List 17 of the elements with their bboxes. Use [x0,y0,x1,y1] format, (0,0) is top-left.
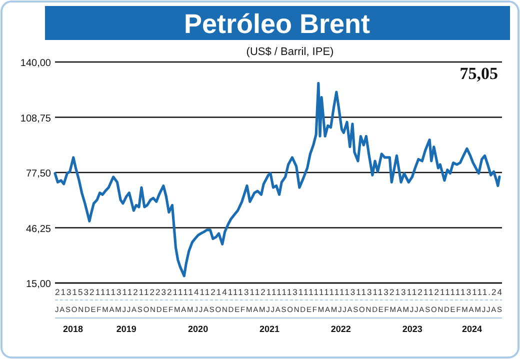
text: 2131532111131121122321111411214111311211111311111111113113113213112112111113111.24 [55,287,502,297]
x-tick-label: 2024 [462,324,482,334]
y-tick-label: 46,25 [26,224,52,235]
line-series [54,82,501,278]
y-tick-label: 140,00 [20,58,52,69]
x-tick-label: 2022 [330,324,351,334]
chart-subtitle: (US$ / Barril, IPE) [246,46,334,58]
y-tick-label: 15,00 [26,279,52,290]
x-tick-label: 2021 [259,324,280,334]
x-tick-label: 2020 [188,324,208,334]
x-tick-label: 2023 [402,324,422,334]
y-tick-label: 77,50 [26,168,52,180]
annotation: 75,05 [460,64,498,83]
chart-title: Petróleo Brent [184,9,370,39]
y-tick-label: 108,75 [20,113,52,124]
x-tick-label: 2019 [116,324,136,334]
x-tick-label: 2018 [62,324,84,334]
